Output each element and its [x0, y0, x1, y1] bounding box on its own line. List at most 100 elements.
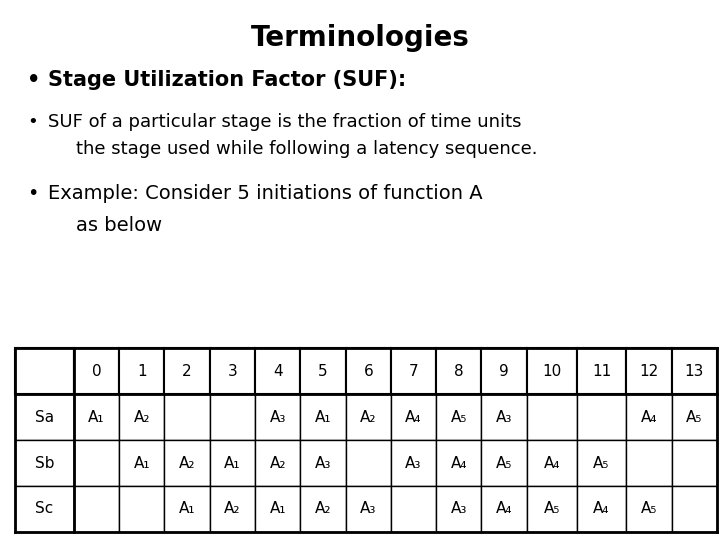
Bar	[626, 440, 672, 486]
Text: •: •	[27, 70, 41, 90]
Bar	[255, 440, 300, 486]
Bar	[577, 348, 626, 394]
Bar	[626, 348, 672, 394]
Bar	[346, 440, 391, 486]
Text: 8: 8	[454, 364, 464, 379]
Text: 11: 11	[592, 364, 611, 379]
Text: A₅: A₅	[641, 502, 657, 516]
Text: Stage Utilization Factor (SUF):: Stage Utilization Factor (SUF):	[48, 70, 406, 90]
Bar	[300, 348, 346, 394]
Bar	[120, 348, 164, 394]
Bar	[300, 486, 346, 532]
Bar	[436, 486, 482, 532]
Text: 5: 5	[318, 364, 328, 379]
Text: the stage used while following a latency sequence.: the stage used while following a latency…	[76, 140, 538, 158]
Bar	[74, 486, 120, 532]
Text: Sc: Sc	[35, 502, 53, 516]
Text: 0: 0	[91, 364, 102, 379]
Text: A₄: A₄	[451, 456, 467, 470]
Bar	[120, 440, 164, 486]
Text: A₁: A₁	[315, 410, 331, 424]
Text: Sb: Sb	[35, 456, 54, 470]
Text: A₂: A₂	[179, 456, 195, 470]
Bar	[164, 394, 210, 440]
Bar	[527, 394, 577, 440]
Bar	[164, 486, 210, 532]
Bar	[74, 394, 120, 440]
Text: A₁: A₁	[269, 502, 286, 516]
Bar	[210, 440, 255, 486]
Bar	[527, 486, 577, 532]
Bar	[74, 440, 120, 486]
Bar	[255, 486, 300, 532]
Text: A₃: A₃	[405, 456, 422, 470]
Bar	[577, 440, 626, 486]
Bar	[436, 394, 482, 440]
Text: A₄: A₄	[641, 410, 657, 424]
Text: 9: 9	[499, 364, 509, 379]
Text: 13: 13	[685, 364, 704, 379]
Text: A₅: A₅	[593, 456, 610, 470]
Bar	[482, 486, 527, 532]
Bar	[74, 348, 120, 394]
Bar	[300, 394, 346, 440]
Text: Example: Consider 5 initiations of function A: Example: Consider 5 initiations of funct…	[48, 184, 482, 202]
Bar	[577, 394, 626, 440]
Text: A₃: A₃	[496, 410, 513, 424]
Bar	[346, 486, 391, 532]
Text: 7: 7	[409, 364, 418, 379]
Text: Sa: Sa	[35, 410, 54, 424]
Bar	[300, 440, 346, 486]
Text: 6: 6	[364, 364, 373, 379]
Text: A₄: A₄	[544, 456, 560, 470]
Bar	[210, 348, 255, 394]
Bar	[210, 486, 255, 532]
Bar	[672, 394, 717, 440]
Bar	[436, 440, 482, 486]
Text: A₅: A₅	[544, 502, 560, 516]
Text: A₄: A₄	[405, 410, 422, 424]
Bar	[15, 440, 74, 486]
Text: A₅: A₅	[686, 410, 703, 424]
Bar	[672, 348, 717, 394]
Text: A₂: A₂	[269, 456, 286, 470]
Text: 1: 1	[137, 364, 147, 379]
Text: A₃: A₃	[315, 456, 331, 470]
Bar	[210, 394, 255, 440]
Text: A₃: A₃	[360, 502, 377, 516]
Bar	[346, 394, 391, 440]
Text: 10: 10	[542, 364, 562, 379]
Text: A₂: A₂	[134, 410, 150, 424]
Text: A₁: A₁	[224, 456, 240, 470]
Bar	[120, 394, 164, 440]
Bar	[482, 440, 527, 486]
Text: 12: 12	[639, 364, 659, 379]
Bar	[482, 348, 527, 394]
Text: SUF of a particular stage is the fraction of time units: SUF of a particular stage is the fractio…	[48, 113, 521, 131]
Text: A₃: A₃	[451, 502, 467, 516]
Bar	[15, 348, 74, 394]
Bar	[255, 348, 300, 394]
Text: Terminologies: Terminologies	[251, 24, 469, 52]
Bar	[527, 348, 577, 394]
Text: A₅: A₅	[496, 456, 513, 470]
Bar	[672, 440, 717, 486]
Text: A₁: A₁	[134, 456, 150, 470]
Bar	[164, 440, 210, 486]
Bar	[391, 440, 436, 486]
Text: A₁: A₁	[89, 410, 105, 424]
Bar	[164, 348, 210, 394]
Bar	[626, 394, 672, 440]
Bar	[672, 486, 717, 532]
Bar	[120, 486, 164, 532]
Bar	[436, 348, 482, 394]
Bar	[15, 394, 74, 440]
Text: 2: 2	[182, 364, 192, 379]
Text: A₄: A₄	[496, 502, 513, 516]
Bar	[391, 486, 436, 532]
Bar	[482, 394, 527, 440]
Text: 4: 4	[273, 364, 282, 379]
Text: A₁: A₁	[179, 502, 195, 516]
Text: A₄: A₄	[593, 502, 610, 516]
Bar	[626, 486, 672, 532]
